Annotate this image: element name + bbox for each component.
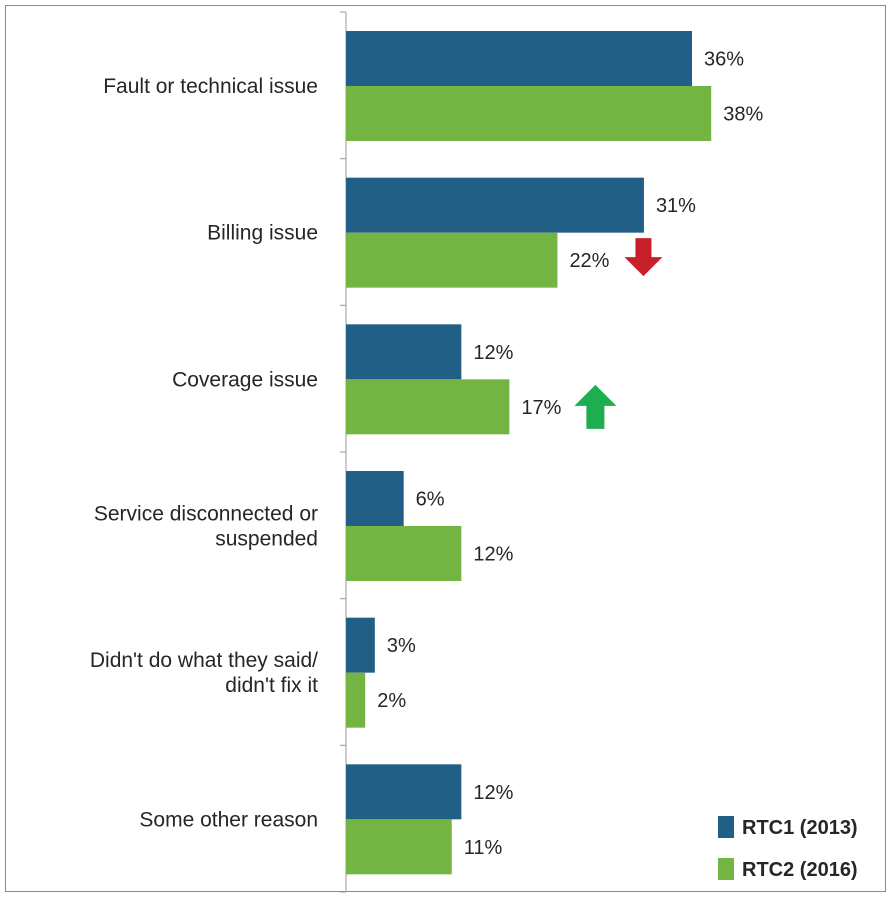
category-label: Service disconnected or bbox=[94, 503, 318, 526]
category-label: didn't fix it bbox=[225, 674, 318, 697]
data-label: 17% bbox=[521, 397, 561, 419]
category-label: Fault or technical issue bbox=[103, 75, 318, 98]
data-label: 12% bbox=[473, 544, 513, 566]
bar-rtc1 bbox=[346, 617, 375, 673]
category-label: Some other reason bbox=[139, 808, 318, 831]
bar-rtc1 bbox=[346, 31, 692, 86]
legend-label: RTC1 (2013) bbox=[742, 817, 858, 839]
data-label: 2% bbox=[377, 690, 406, 712]
data-label: 6% bbox=[416, 489, 445, 511]
data-label: 12% bbox=[473, 342, 513, 364]
category-label: Billing issue bbox=[207, 222, 318, 245]
legend-label: RTC2 (2016) bbox=[742, 859, 858, 881]
bar-rtc2 bbox=[346, 672, 366, 728]
bar-rtc1 bbox=[346, 764, 462, 820]
bar-rtc2 bbox=[346, 379, 510, 435]
category-label: suspended bbox=[215, 528, 318, 551]
legend-swatch bbox=[718, 816, 734, 838]
up-arrow-icon bbox=[574, 384, 617, 429]
chart-frame bbox=[5, 5, 886, 892]
down-arrow-icon bbox=[624, 238, 663, 277]
bar-rtc2 bbox=[346, 526, 462, 581]
bar-rtc2 bbox=[346, 86, 712, 141]
data-label: 31% bbox=[656, 195, 696, 217]
category-label: Didn't do what they said/ bbox=[90, 649, 318, 672]
data-label: 12% bbox=[473, 782, 513, 804]
data-label: 38% bbox=[723, 104, 763, 126]
legend-swatch bbox=[718, 858, 734, 880]
data-label: 3% bbox=[387, 635, 416, 657]
data-label: 11% bbox=[464, 837, 503, 859]
data-label: 22% bbox=[569, 250, 609, 272]
bar-rtc2 bbox=[346, 232, 558, 288]
bar-rtc1 bbox=[346, 177, 644, 233]
bar-rtc1 bbox=[346, 324, 462, 380]
bar-rtc2 bbox=[346, 819, 452, 875]
data-label: 36% bbox=[704, 49, 744, 71]
bar-rtc1 bbox=[346, 471, 404, 526]
category-label: Coverage issue bbox=[172, 368, 318, 391]
